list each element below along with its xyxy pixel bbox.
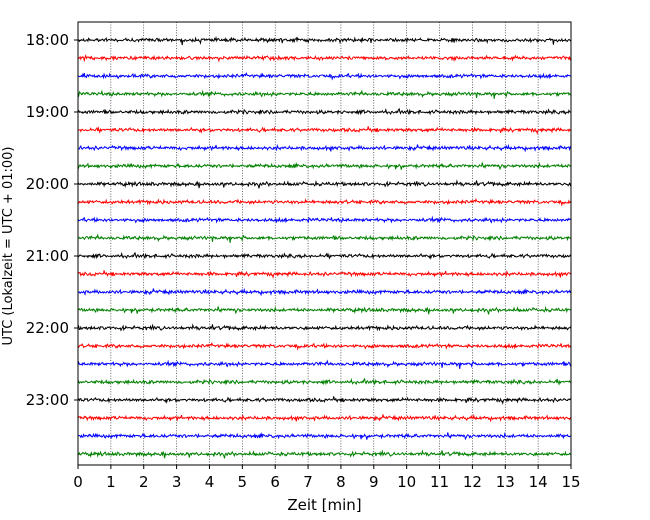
y-tick-label: 21:00 [26, 247, 69, 265]
trace-1800 [77, 36, 572, 46]
trace-2045 [77, 233, 572, 243]
x-axis-label: Zeit [min] [287, 496, 361, 514]
y-tick-label: 23:00 [26, 391, 69, 409]
trace-2215 [77, 341, 572, 351]
trace-2300 [77, 396, 572, 405]
trace-1930 [77, 143, 572, 153]
trace-1845 [77, 89, 572, 99]
x-tick-label: 2 [139, 473, 149, 491]
trace-2230 [77, 359, 572, 369]
x-tick-label: 9 [369, 473, 379, 491]
x-tick-label: 14 [529, 473, 548, 491]
trace-2200 [77, 323, 572, 332]
trace-2145 [77, 305, 572, 315]
trace-1915 [77, 126, 572, 135]
trace-2115 [77, 270, 572, 279]
x-tick-label: 1 [106, 473, 116, 491]
trace-2000 [77, 179, 572, 189]
trace-2100 [77, 251, 572, 260]
minute-grid [110, 22, 539, 465]
trace-1830 [77, 71, 572, 81]
y-axis-ticks: 18:00 19:00 20:00 21:00 22:00 23:00 [26, 31, 78, 409]
y-tick-label: 18:00 [26, 31, 69, 49]
plot-frame [77, 21, 572, 466]
x-tick-label: 3 [172, 473, 182, 491]
trace-2030 [77, 215, 572, 224]
trace-2130 [77, 287, 572, 297]
trace-2315 [77, 413, 572, 423]
x-tick-label: 8 [336, 473, 346, 491]
x-tick-label: 15 [561, 473, 580, 491]
x-tick-label: 0 [73, 473, 83, 491]
trace-1945 [77, 162, 572, 171]
x-tick-label: 11 [430, 473, 449, 491]
x-tick-label: 5 [238, 473, 248, 491]
x-tick-label: 4 [205, 473, 215, 491]
x-tick-label: 7 [303, 473, 313, 491]
trace-2345 [77, 449, 572, 459]
trace-1900 [77, 107, 572, 116]
y-tick-label: 20:00 [26, 175, 69, 193]
y-tick-label: 19:00 [26, 103, 69, 121]
x-tick-label: 13 [496, 473, 515, 491]
seismic-traces [77, 36, 572, 459]
trace-2015 [77, 197, 572, 207]
x-tick-label: 10 [397, 473, 416, 491]
trace-1815 [77, 54, 572, 63]
x-axis-ticks: 0 1 2 3 4 5 6 7 8 9 10 11 12 13 14 15 [73, 465, 581, 491]
y-axis-label: UTC (Lokalzeit = UTC + 01:00) [1, 147, 16, 346]
y-tick-label: 22:00 [26, 319, 69, 337]
x-tick-label: 6 [270, 473, 280, 491]
trace-2330 [77, 432, 572, 441]
trace-2245 [77, 377, 572, 386]
x-tick-label: 12 [463, 473, 482, 491]
